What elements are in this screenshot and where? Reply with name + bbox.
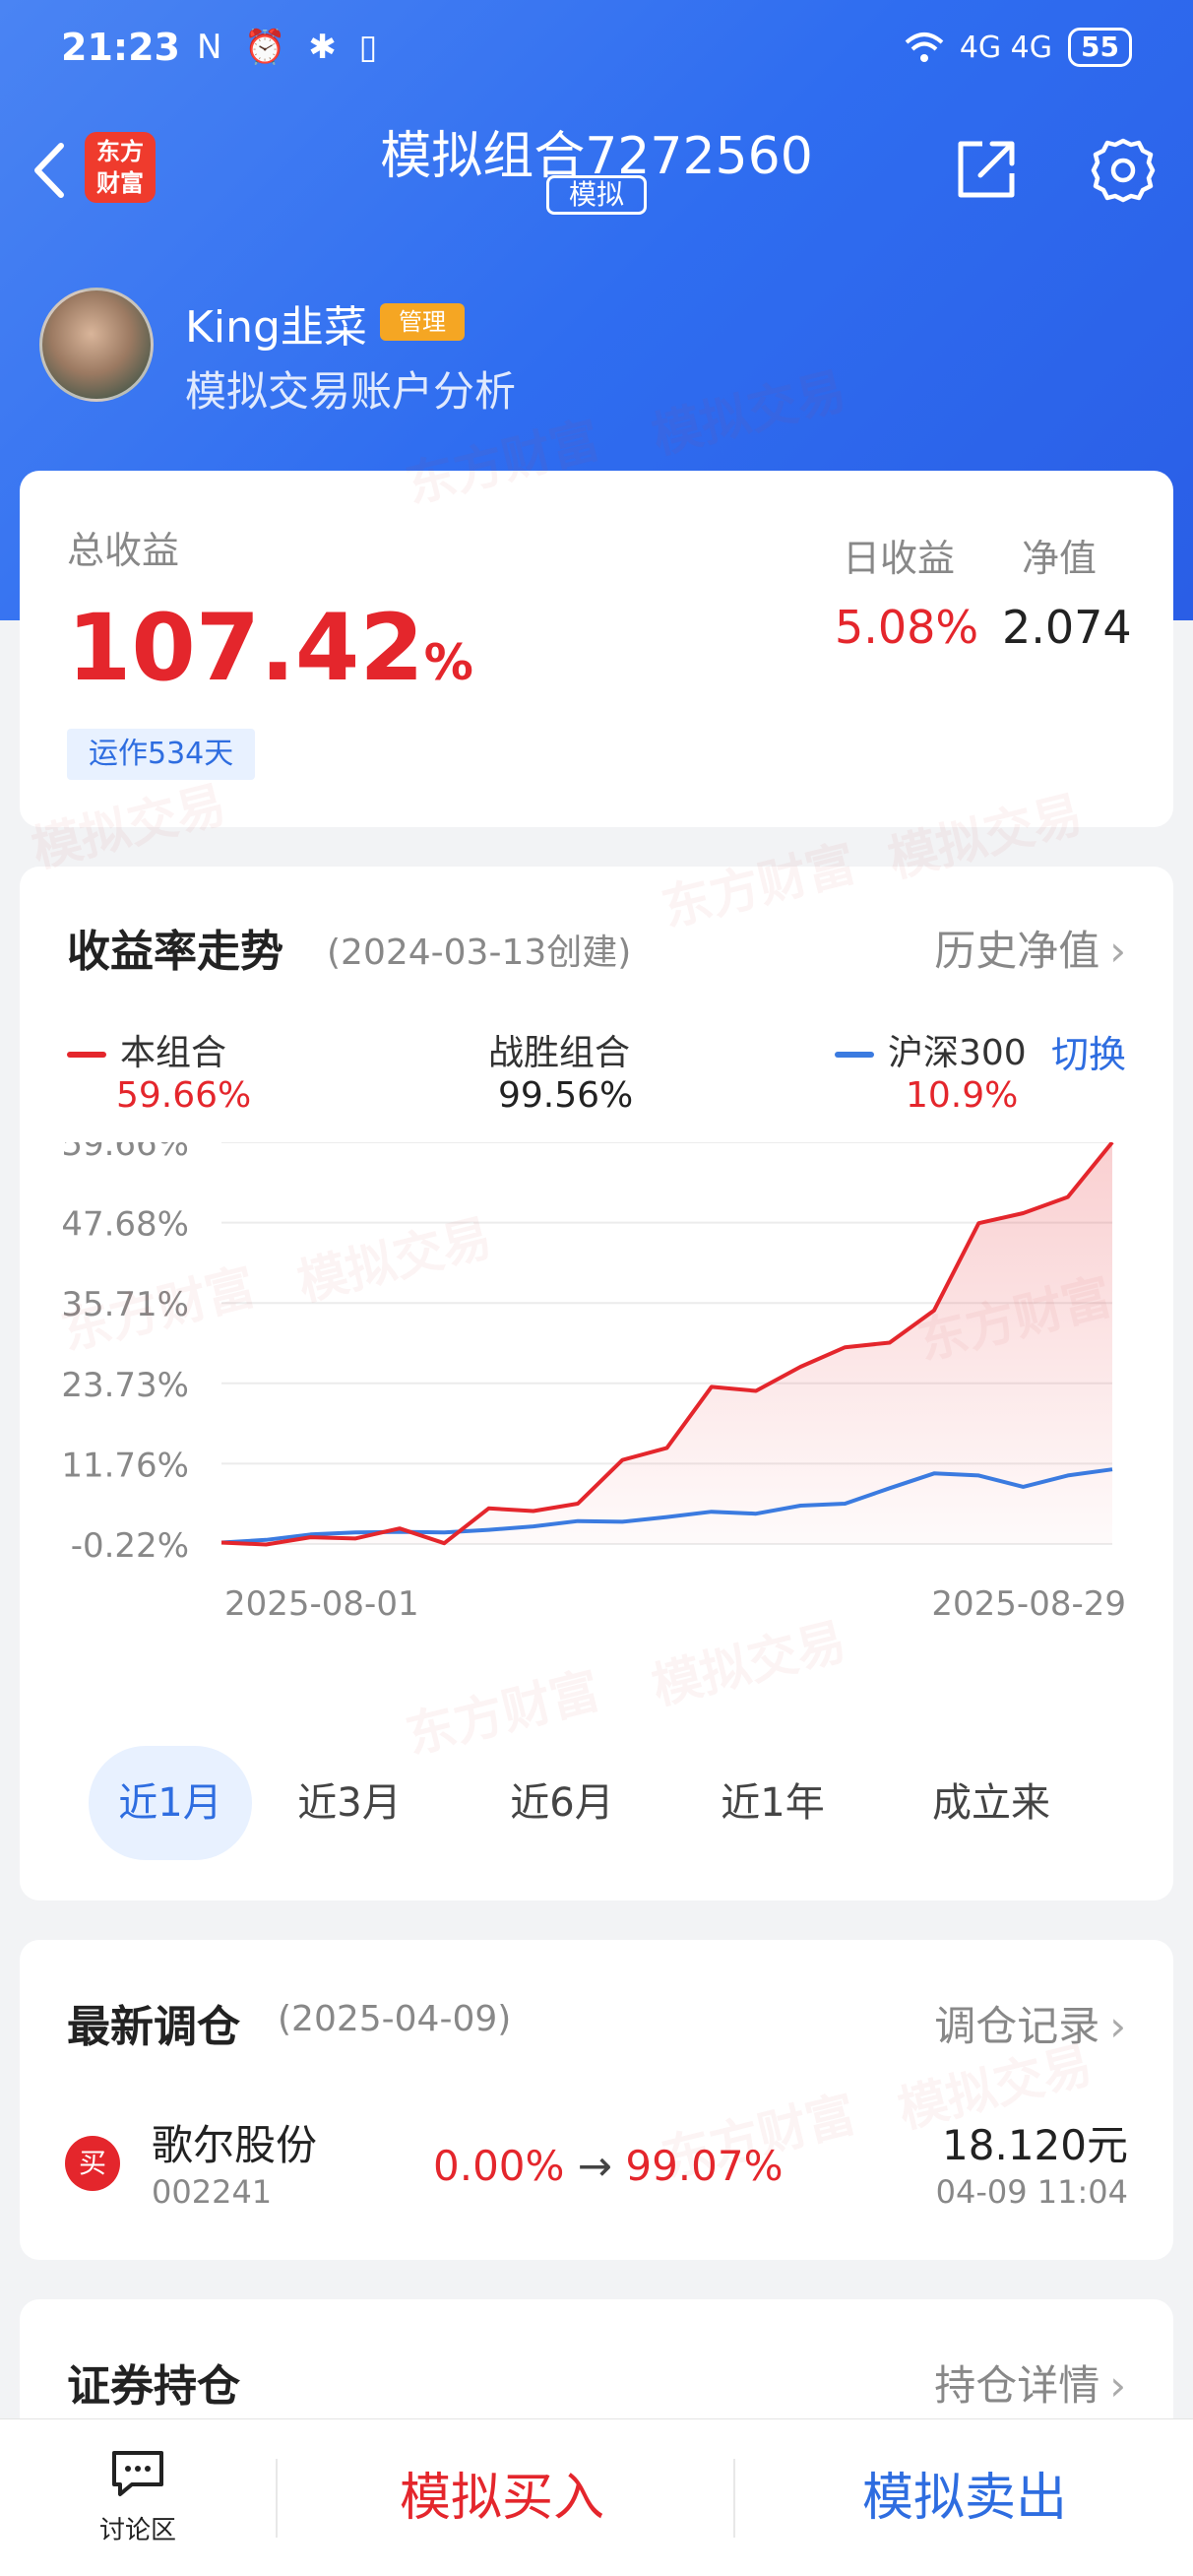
position-from: 0.00% [433,2142,565,2190]
period-tab[interactable]: 近1年 [721,1780,825,1826]
holdings-detail-label: 持仓详情 [934,2361,1100,2410]
y-tick-label: -0.22% [71,1526,189,1566]
eastmoney-logo: 东方 财富 [85,132,156,203]
y-tick-label: 35.71% [61,1285,189,1324]
rebalance-card: 最新调仓 (2025-04-09) 调仓记录 › 买 歌尔股份 002241 0.… [20,1940,1173,2260]
rebalance-title: 最新调仓 [67,2002,240,2052]
daily-return-label: 日收益 [843,537,956,580]
switch-benchmark-link[interactable]: 切换 [1051,1033,1127,1076]
status-right: 4G 4G 55 [905,28,1132,67]
period-tab[interactable]: 近3月 [297,1780,402,1826]
battery-icon: 55 [1068,28,1132,67]
gear-icon[interactable] [1089,136,1158,205]
nav-value: 2.074 [1002,601,1132,654]
stock-code: 002241 [152,2173,273,2211]
legend-portfolio-label: 本组合 [120,1033,227,1073]
running-days-tag: 运作534天 [67,729,256,780]
x-tick-label-end: 2025-08-29 [931,1584,1126,1624]
divider [733,2459,735,2538]
buy-badge: 买 [65,2136,120,2191]
discussion-button[interactable]: 讨论区 [59,2449,217,2546]
rebalance-record-label: 调仓记录 [934,2002,1100,2050]
bottom-action-bar: 讨论区 模拟买入 模拟卖出 [0,2418,1193,2576]
total-return-number: 107.42 [67,595,424,702]
back-icon[interactable] [22,136,81,205]
trend-card: 收益率走势 (2024-03-13创建) 历史净值 › 本组合 59.66% 战胜… [20,867,1173,1900]
simulated-sell-button[interactable]: 模拟卖出 [861,2469,1067,2528]
avatar[interactable] [39,288,154,402]
legend-blue-line [835,1052,874,1058]
period-tab[interactable]: 成立来 [932,1780,1050,1826]
wifi-icon [905,32,944,62]
daily-return-value: 5.08% [835,601,979,654]
chevron-right-icon: › [1109,2361,1126,2410]
rebalance-date: (2025-04-09) [278,1999,512,2039]
y-tick-label: 47.68% [61,1205,189,1245]
rebalance-record-link[interactable]: 调仓记录 › [934,1993,1126,2053]
discussion-label: 讨论区 [98,2516,176,2545]
chat-bubble-icon [112,2451,163,2496]
chevron-right-icon: › [1109,927,1126,975]
stock-name: 歌尔股份 [152,2121,318,2169]
legend-portfolio-value: 59.66% [116,1075,252,1116]
total-return-value: 107.42% [67,595,473,702]
username: King韭菜 [185,302,367,353]
trade-time: 04-09 11:04 [935,2173,1128,2211]
signal-icon: 4G 4G [959,30,1053,65]
simulated-buy-button[interactable]: 模拟买入 [399,2469,604,2528]
profile-subtitle: 模拟交易账户分析 [185,367,517,416]
period-tabs: 近1月 近3月 近6月 近1年 成立来 [20,1746,1173,1860]
period-tab[interactable]: 近6月 [510,1780,614,1826]
status-time: 21:23 [61,26,180,69]
position-to: 99.07% [625,2142,784,2190]
nav-label: 净值 [1022,537,1098,580]
holdings-title: 证券持仓 [67,2361,240,2412]
legend-index-label: 沪深300 [888,1033,1027,1073]
summary-card: 总收益 107.42% 运作534天 日收益 净值 5.08% 2.074 [20,471,1173,827]
y-tick-label: 11.76% [61,1446,189,1485]
period-tab[interactable]: 近1月 [89,1746,252,1860]
return-trend-chart[interactable]: 59.66% 47.68% 35.71% 23.73% 11.76% -0.22% 2025… [20,1142,1173,1674]
legend-red-line [67,1052,106,1058]
legend-beat-label: 战胜组合 [488,1033,631,1073]
trade-price: 18.120元 [942,2121,1128,2169]
x-tick-label-start: 2025-08-01 [224,1584,419,1624]
holdings-detail-link[interactable]: 持仓详情 › [934,2352,1126,2413]
history-nav-label: 历史净值 [934,927,1100,975]
logo-line1: 东方 [96,138,144,165]
logo-line2: 财富 [96,169,144,197]
status-icons: N ⏰ ✱ ▯ [197,28,384,67]
index-series-line [220,1467,1113,1545]
portfolio-area-fill [221,1142,1112,1545]
trade-row[interactable]: 买 歌尔股份 002241 0.00% → 99.07% 18.120元 04-… [20,2102,1173,2230]
legend-index: 沪深300 [835,1024,1027,1075]
trend-created-date: (2024-03-13创建) [327,933,632,973]
manager-badge: 管理 [380,303,465,341]
total-return-label: 总收益 [67,529,180,572]
mode-tag: 模拟 [546,175,647,215]
status-bar: 21:23 N ⏰ ✱ ▯ 4G 4G 55 [0,0,1193,98]
y-tick-label: 59.66% [61,1142,189,1164]
trend-title: 收益率走势 [67,927,283,977]
portfolio-series-line [220,1142,1114,1547]
top-navbar: 东方 财富 模拟组合7272560 模拟 [0,98,1193,236]
legend-beat-value: 99.56% [498,1075,634,1116]
y-tick-label: 23.73% [61,1366,189,1405]
legend-portfolio: 本组合 [67,1024,226,1075]
arrow-right-icon: → [577,2142,612,2190]
total-return-unit: % [423,634,473,691]
divider [276,2459,278,2538]
legend-index-value: 10.9% [906,1075,1019,1116]
history-nav-link[interactable]: 历史净值 › [934,918,1126,978]
chevron-right-icon: › [1109,2002,1126,2050]
position-change: 0.00% → 99.07% [433,2142,784,2190]
share-icon[interactable] [953,136,1020,203]
